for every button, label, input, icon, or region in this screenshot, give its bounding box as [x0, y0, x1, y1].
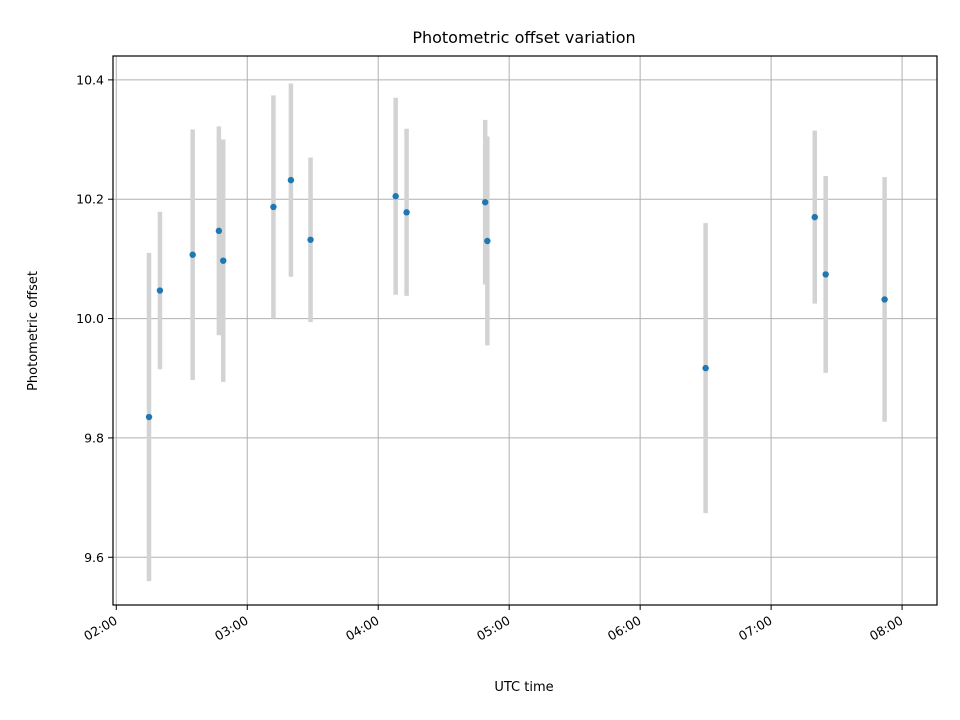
data-point: [822, 271, 829, 278]
x-tick-label: 06:00: [605, 613, 644, 644]
data-point: [145, 413, 153, 421]
data-point: [215, 227, 223, 235]
error-bars: [146, 83, 887, 582]
data-points: [145, 176, 888, 421]
plot-frame: [112, 55, 938, 606]
y-axis-label: Photometric offset: [26, 271, 41, 391]
y-tick-label: 10.4: [76, 72, 104, 87]
x-tick-label: 03:00: [212, 613, 251, 644]
x-tick-label: 08:00: [867, 613, 906, 644]
data-point: [881, 296, 888, 303]
data-point: [220, 257, 227, 264]
x-tick-label: 07:00: [736, 613, 775, 644]
data-point: [189, 251, 196, 258]
gridlines: [113, 56, 937, 605]
data-point: [156, 287, 164, 294]
data-point: [484, 237, 491, 245]
data-point: [287, 176, 295, 184]
data-point: [811, 213, 818, 221]
y-tick-label: 10.2: [76, 192, 104, 207]
y-tick-label: 10.0: [76, 311, 104, 326]
data-point: [481, 199, 489, 206]
x-axis-ticks: 02:00 03:00 04:00 05:00 06:00 07:00 08:00: [81, 605, 906, 644]
y-tick-label: 9.8: [84, 430, 104, 445]
x-tick-label: 02:00: [81, 613, 120, 644]
data-point: [392, 193, 399, 200]
data-point: [270, 203, 277, 211]
data-point: [307, 236, 314, 243]
x-tick-label: 05:00: [474, 613, 513, 644]
y-axis-ticks: 9.6 9.8 10.0 10.2 10.4: [76, 72, 113, 565]
data-point: [403, 209, 410, 216]
x-tick-label: 04:00: [343, 613, 382, 644]
x-axis-label: UTC time: [494, 680, 553, 695]
data-point: [702, 364, 709, 372]
y-tick-label: 9.6: [84, 550, 104, 565]
chart-title: Photometric offset variation: [412, 28, 635, 47]
